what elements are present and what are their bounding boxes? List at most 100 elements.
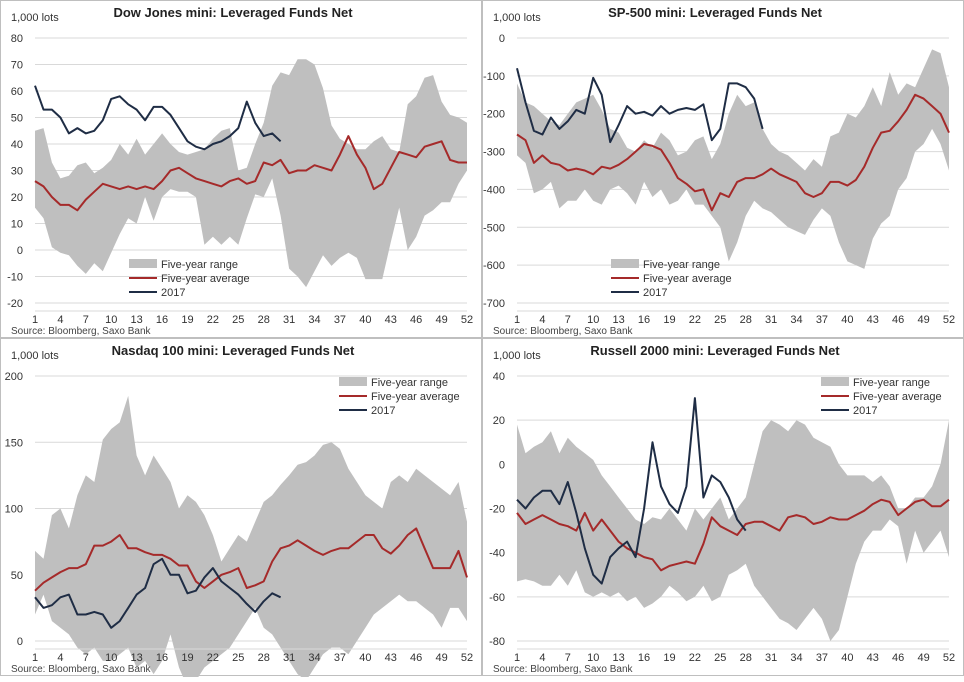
y-tick-label: 80 (11, 33, 23, 45)
x-tick-label: 46 (410, 652, 422, 664)
legend-current-label: 2017 (161, 287, 185, 299)
x-tick-label: 22 (207, 652, 219, 664)
chart-panel-russell: -80 -60 -40 -20 0 20 40 1 4 7 10 13 16 19 22 25 28 31 34 37… (482, 338, 964, 676)
legend-average-label: Five-year average (853, 391, 942, 403)
x-tick-label: 13 (131, 314, 143, 326)
x-tick-label: 52 (943, 314, 955, 326)
x-tick-label: 4 (539, 314, 545, 326)
y-tick-label: 60 (11, 86, 23, 98)
x-tick-label: 40 (841, 652, 853, 664)
x-tick-label: 37 (816, 314, 828, 326)
x-tick-label: 28 (740, 314, 752, 326)
y-tick-label: 70 (11, 60, 23, 72)
chart-russell: -80 -60 -40 -20 0 20 40 1 4 7 10 13 16 19 22 25 28 31 34 37… (489, 343, 955, 675)
five-year-range-area (517, 420, 949, 641)
legend: Five-year range Five-year average 2017 (821, 377, 942, 417)
x-tick-label: 40 (841, 314, 853, 326)
chart-nasdaq: 0 50 100 150 200 1 4 7 10 13 16 19 22 25 28 31 34 37 40 43 4… (5, 343, 473, 682)
y-tick-label: -20 (7, 298, 23, 310)
x-tick-label: 1 (514, 652, 520, 664)
y-tick-label: 20 (493, 415, 505, 427)
y-units-label: 1,000 lots (493, 12, 541, 24)
legend-current-label: 2017 (371, 405, 395, 417)
y-units-label: 1,000 lots (493, 350, 541, 362)
x-tick-label: 1 (32, 314, 38, 326)
y-units-label: 1,000 lots (11, 350, 59, 362)
x-tick-label: 52 (461, 314, 473, 326)
y-tick-label: 0 (499, 33, 505, 45)
y-tick-label: 40 (11, 139, 23, 151)
y-tick-label: 100 (5, 504, 23, 516)
legend-range-swatch (611, 259, 639, 268)
y-tick-label: 200 (5, 371, 23, 383)
y-tick-label: -100 (483, 71, 505, 83)
source-label: Source: Bloomberg, Saxo Bank (493, 326, 634, 337)
chart-title: Russell 2000 mini: Leveraged Funds Net (590, 343, 840, 358)
x-tick-label: 22 (689, 314, 701, 326)
x-tick-label: 37 (816, 652, 828, 664)
legend-current-label: 2017 (643, 287, 667, 299)
x-tick-label: 16 (638, 314, 650, 326)
y-tick-label: -500 (483, 222, 505, 234)
legend: Five-year range Five-year average 2017 (129, 259, 250, 299)
y-tick-label: -300 (483, 147, 505, 159)
chart-panel-nasdaq: 0 50 100 150 200 1 4 7 10 13 16 19 22 25 28 31 34 37 40 43 4… (0, 338, 482, 682)
y-tick-label: -10 (7, 272, 23, 284)
x-tick-label: 37 (334, 652, 346, 664)
y-tick-label: 30 (11, 166, 23, 178)
y-tick-label: 50 (11, 113, 23, 125)
x-tick-label: 19 (181, 314, 193, 326)
y-units-label: 1,000 lots (11, 12, 59, 24)
x-tick-label: 31 (765, 652, 777, 664)
x-tick-label: 34 (308, 652, 320, 664)
x-tick-label: 4 (57, 314, 63, 326)
x-tick-label: 28 (740, 652, 752, 664)
x-tick-label: 52 (461, 652, 473, 664)
chart-title: Nasdaq 100 mini: Leveraged Funds Net (112, 343, 355, 358)
line-2017 (516, 397, 747, 585)
x-tick-label: 49 (917, 652, 929, 664)
x-tick-label: 49 (435, 652, 447, 664)
y-tick-label: -200 (483, 109, 505, 121)
x-tick-label: 4 (57, 652, 63, 664)
x-tick-label: 19 (663, 314, 675, 326)
y-tick-label: 20 (11, 192, 23, 204)
x-tick-label: 40 (359, 314, 371, 326)
x-tick-label: 10 (587, 314, 599, 326)
legend-range-label: Five-year range (643, 259, 720, 271)
legend-range-swatch (339, 377, 367, 386)
source-label: Source: Bloomberg, Saxo Bank (11, 326, 152, 337)
legend-current-label: 2017 (853, 405, 877, 417)
x-tick-label: 46 (892, 314, 904, 326)
x-tick-label: 52 (943, 652, 955, 664)
five-year-range-area (35, 395, 467, 682)
y-tick-label: -80 (489, 636, 505, 648)
x-tick-label: 25 (232, 652, 244, 664)
x-tick-label: 31 (283, 652, 295, 664)
chart-title: Dow Jones mini: Leveraged Funds Net (113, 5, 353, 20)
x-tick-label: 37 (334, 314, 346, 326)
chart-panel-sp500: -700 -600 -500 -400 -300 -200 -100 0 1 4 7 10 13 16 19… (482, 0, 964, 338)
x-tick-label: 46 (410, 314, 422, 326)
legend-range-label: Five-year range (161, 259, 238, 271)
x-tick-label: 43 (385, 314, 397, 326)
y-tick-label: 50 (11, 570, 23, 582)
x-tick-label: 13 (131, 652, 143, 664)
legend: Five-year range Five-year average 2017 (611, 259, 732, 299)
legend-average-label: Five-year average (161, 273, 250, 285)
x-tick-label: 10 (105, 314, 117, 326)
x-tick-label: 40 (359, 652, 371, 664)
five-year-average-line (516, 498, 950, 572)
x-tick-label: 34 (790, 314, 802, 326)
x-tick-label: 4 (539, 652, 545, 664)
x-tick-label: 16 (638, 652, 650, 664)
x-tick-label: 7 (83, 652, 89, 664)
x-tick-label: 10 (587, 652, 599, 664)
y-tick-label: -40 (489, 548, 505, 560)
five-year-average-line (34, 527, 468, 592)
y-tick-label: -400 (483, 184, 505, 196)
legend-range-label: Five-year range (853, 377, 930, 389)
legend-average-label: Five-year average (643, 273, 732, 285)
x-tick-label: 19 (663, 652, 675, 664)
x-tick-label: 19 (181, 652, 193, 664)
